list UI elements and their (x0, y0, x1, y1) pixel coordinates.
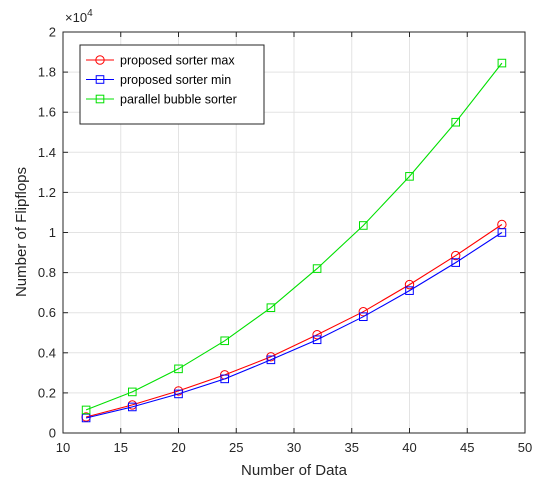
data-point (359, 312, 368, 322)
y-tick-label: 0 (49, 426, 56, 441)
y-tick-label: 1.2 (38, 185, 56, 200)
data-point (451, 117, 460, 127)
y-axis-title: Number of Flipflops (13, 167, 30, 297)
data-point (174, 389, 183, 399)
series-line (85, 62, 503, 411)
y-tick-label: 0.4 (38, 345, 56, 360)
data-point (404, 279, 415, 290)
data-point (312, 264, 322, 273)
data-point (266, 303, 276, 312)
data-point (128, 402, 137, 412)
data-point (266, 355, 276, 365)
data-point (405, 172, 414, 181)
legend-marker (95, 55, 105, 65)
legend-label: proposed sorter min (120, 73, 231, 87)
y-axis-exponent: ×104 (65, 8, 93, 25)
data-point (497, 58, 507, 68)
series-parallel-bubble-sorter (81, 58, 507, 415)
series-proposed-sorter-min (81, 228, 507, 423)
data-point (497, 228, 507, 237)
x-tick-label: 50 (518, 440, 532, 455)
data-point (405, 286, 414, 295)
data-point (174, 364, 183, 374)
y-tick-label: 1.6 (38, 105, 56, 120)
data-point (220, 374, 229, 384)
x-tick-label: 15 (114, 440, 128, 455)
legend-label: proposed sorter max (120, 54, 235, 68)
data-point (359, 221, 368, 230)
legend-box (79, 44, 265, 125)
data-point (81, 405, 91, 415)
data-point (451, 258, 460, 267)
data-point (451, 250, 461, 261)
x-tick-label: 45 (460, 440, 474, 455)
data-point (358, 306, 368, 317)
y-tick-label: 1.4 (38, 145, 56, 160)
x-tick-label: 10 (56, 440, 70, 455)
legend-label: parallel bubble sorter (120, 93, 237, 107)
y-tick-label: 1.8 (38, 65, 56, 80)
axis-ticks: 10 15 20 25 30 35 40 45 50 0 0.2 0.4 0.6 0.8 1 1.2 1.4 1.… (38, 25, 532, 456)
x-tick-label: 35 (345, 440, 359, 455)
data-point (220, 336, 229, 346)
legend-marker (95, 75, 105, 84)
legend-item: parallel bubble sorter (86, 93, 237, 107)
y-tick-label: 2 (49, 25, 56, 40)
x-tick-label: 30 (287, 440, 301, 455)
x-tick-label: 25 (229, 440, 243, 455)
x-tick-label: 20 (171, 440, 185, 455)
series-line (85, 224, 503, 418)
data-point (312, 330, 322, 340)
y-tick-label: 1 (49, 225, 56, 240)
y-tick-label: 0.8 (38, 265, 56, 280)
legend-item: proposed sorter min (86, 73, 231, 87)
y-tick-label: 0.2 (38, 385, 56, 400)
data-point (312, 335, 322, 345)
x-axis-title: Number of Data (241, 462, 348, 479)
series-lines (81, 58, 507, 423)
legend-marker (95, 94, 105, 104)
series-line (85, 232, 503, 419)
y-tick-label: 0.6 (38, 305, 56, 320)
legend-item: proposed sorter max (86, 54, 235, 68)
x-tick-label: 40 (402, 440, 416, 455)
legend: proposed sorter max proposed sorter min pa… (79, 44, 265, 125)
data-point (128, 387, 137, 397)
